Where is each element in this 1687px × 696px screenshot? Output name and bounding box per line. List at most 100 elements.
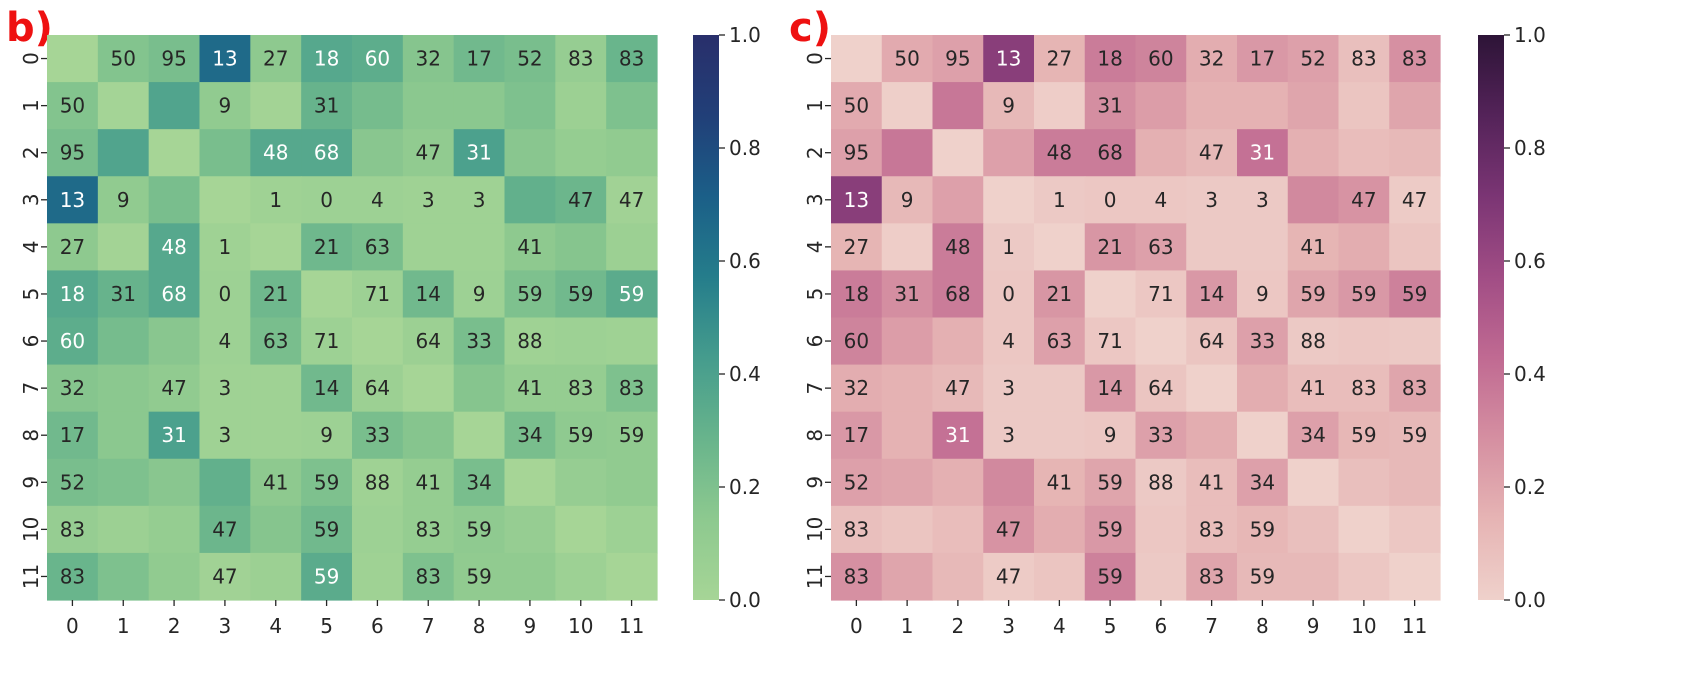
heatmap-cell bbox=[555, 411, 607, 460]
heatmap-cell bbox=[47, 223, 99, 272]
y-tick-label: 2 bbox=[19, 146, 43, 159]
cell-annotation: 31 bbox=[466, 141, 491, 165]
heatmap-cell bbox=[97, 129, 150, 177]
y-tick-label: 7 bbox=[803, 382, 827, 395]
x-tick-label: 5 bbox=[320, 614, 333, 638]
cell-annotation: 64 bbox=[1199, 329, 1224, 353]
heatmap-cell bbox=[1135, 35, 1187, 83]
heatmap-cell bbox=[250, 82, 302, 130]
cell-annotation: 47 bbox=[1199, 141, 1224, 165]
cell-annotation: 34 bbox=[1300, 423, 1325, 447]
cell-annotation: 31 bbox=[314, 94, 339, 118]
heatmap-cell bbox=[831, 270, 883, 319]
heatmap-cell bbox=[932, 129, 984, 177]
cell-annotation: 63 bbox=[1148, 235, 1173, 259]
heatmap-cell bbox=[1338, 364, 1390, 413]
cell-annotation: 32 bbox=[1199, 47, 1224, 71]
heatmap-cell bbox=[1389, 552, 1441, 601]
heatmap-cell bbox=[881, 364, 934, 413]
heatmap-cell bbox=[199, 176, 251, 224]
heatmap-cell bbox=[301, 176, 353, 224]
heatmap-cell bbox=[932, 270, 984, 319]
cell-annotation: 9 bbox=[901, 188, 914, 212]
heatmap-cell bbox=[606, 505, 658, 554]
cell-annotation: 41 bbox=[1047, 470, 1072, 494]
heatmap-cell bbox=[1389, 223, 1441, 272]
heatmap-cell bbox=[1287, 364, 1340, 413]
cell-annotation: 3 bbox=[473, 188, 486, 212]
heatmap-cell bbox=[504, 505, 556, 554]
heatmap-cell bbox=[352, 552, 404, 601]
heatmap-cell bbox=[1084, 82, 1137, 130]
cell-annotation: 1 bbox=[1053, 188, 1066, 212]
heatmap-cell bbox=[983, 458, 1035, 507]
heatmap-cell bbox=[1034, 270, 1086, 319]
heatmap-cell bbox=[250, 35, 302, 83]
heatmap-cell bbox=[47, 82, 99, 130]
heatmap-cell bbox=[47, 552, 99, 601]
heatmap-cell bbox=[1389, 176, 1441, 224]
heatmap-cell bbox=[402, 552, 455, 601]
heatmap-cell bbox=[352, 223, 404, 272]
cell-annotation: 17 bbox=[466, 47, 491, 71]
cell-annotation: 9 bbox=[1002, 94, 1015, 118]
cell-annotation: 27 bbox=[263, 47, 288, 71]
heatmap-cell bbox=[1389, 505, 1441, 554]
cell-annotation: 18 bbox=[1097, 47, 1122, 71]
heatmap-cell bbox=[606, 129, 658, 177]
heatmap-cell bbox=[881, 129, 934, 177]
heatmap-cell bbox=[199, 552, 251, 601]
heatmap-cell bbox=[1034, 35, 1086, 83]
heatmap-cell bbox=[352, 505, 404, 554]
heatmap-cell bbox=[1237, 270, 1289, 319]
heatmap-cell bbox=[1034, 364, 1086, 413]
heatmap-cell bbox=[504, 129, 556, 177]
heatmap-cell bbox=[148, 411, 201, 460]
heatmap-cell bbox=[301, 223, 353, 272]
cell-annotation: 41 bbox=[517, 376, 542, 400]
heatmap-cell bbox=[453, 505, 506, 554]
heatmap-cell bbox=[555, 270, 607, 319]
y-tick-label: 4 bbox=[19, 241, 43, 254]
cell-annotation: 47 bbox=[619, 188, 644, 212]
cell-annotation: 60 bbox=[365, 47, 390, 71]
heatmap-cell bbox=[453, 129, 506, 177]
heatmap-cell bbox=[831, 505, 883, 554]
heatmap-cell bbox=[555, 82, 607, 130]
cell-annotation: 13 bbox=[60, 188, 85, 212]
cell-annotation: 83 bbox=[1351, 376, 1376, 400]
cell-annotation: 31 bbox=[1250, 141, 1275, 165]
y-tick-label: 0 bbox=[803, 52, 827, 65]
heatmap-cell bbox=[831, 129, 883, 177]
heatmap-cell bbox=[504, 176, 556, 224]
cell-annotation: 88 bbox=[365, 470, 390, 494]
heatmap-cell bbox=[47, 364, 99, 413]
heatmap-cell bbox=[148, 270, 201, 319]
cell-annotation: 0 bbox=[219, 282, 232, 306]
heatmap-cell bbox=[1389, 364, 1441, 413]
colorbar-tick-label: 0.8 bbox=[729, 136, 761, 160]
heatmap-cell bbox=[606, 411, 658, 460]
heatmap-cell bbox=[402, 35, 455, 83]
heatmap-cell bbox=[1186, 411, 1238, 460]
cell-annotation: 50 bbox=[844, 94, 869, 118]
y-tick-label: 8 bbox=[19, 429, 43, 442]
heatmap-cell bbox=[1186, 223, 1238, 272]
heatmap-cell bbox=[148, 505, 201, 554]
heatmap-cell bbox=[606, 270, 658, 319]
heatmap-cell bbox=[301, 411, 353, 460]
heatmap-cell bbox=[199, 270, 251, 319]
colorbar-tick-label: 0.4 bbox=[729, 362, 761, 386]
panel-label-b: b) bbox=[6, 5, 53, 51]
cell-annotation: 4 bbox=[1155, 188, 1168, 212]
heatmap-cell bbox=[881, 270, 934, 319]
cell-annotation: 64 bbox=[365, 376, 390, 400]
heatmap-cell bbox=[97, 552, 150, 601]
heatmap-cell bbox=[555, 176, 607, 224]
cell-annotation: 59 bbox=[1097, 470, 1122, 494]
heatmap-cell bbox=[504, 35, 556, 83]
cell-annotation: 3 bbox=[1002, 423, 1015, 447]
y-tick-label: 6 bbox=[803, 335, 827, 348]
cell-annotation: 71 bbox=[365, 282, 390, 306]
